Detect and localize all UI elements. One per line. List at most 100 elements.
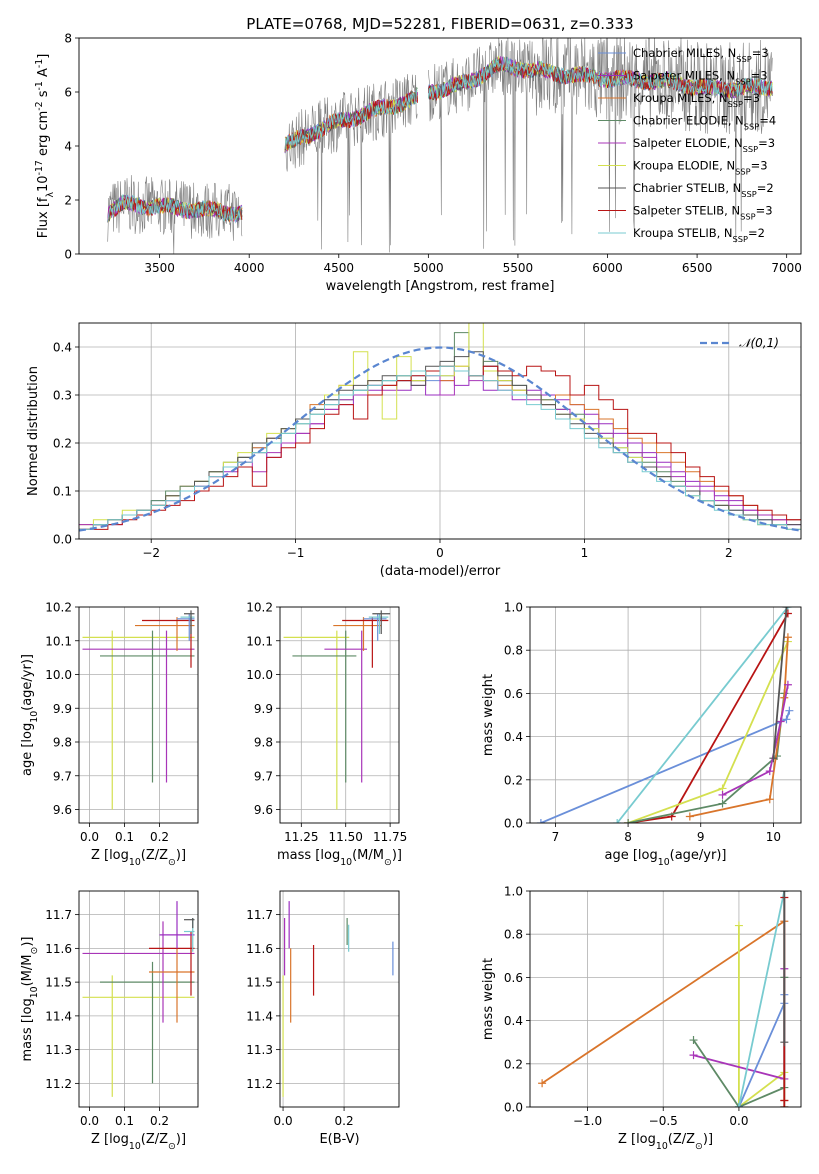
y-tick-label: 0.6 [504, 971, 523, 985]
errorbar [177, 613, 195, 641]
errorbar [368, 613, 389, 634]
y-tick-label: 0.6 [504, 687, 523, 701]
y-tick-label: 9.9 [254, 702, 273, 716]
x-tick-label: 0 [436, 546, 444, 560]
weight-marker [734, 1103, 743, 1107]
legend-label: Salpeter STELIB, NSSP=3 [633, 204, 773, 222]
y-tick-label: 0.0 [504, 817, 523, 831]
x-tick-label: 4000 [234, 261, 265, 275]
axes-frame [529, 606, 802, 824]
legend-label: Chabrier ELODIE, NSSP=4 [633, 114, 776, 132]
chart-age-vs-mass: 11.25 11.50 11.75 9.6 9.7 9.8 9.9 10.0 10.1 10.2 m… [246, 601, 407, 868]
weight-marker [765, 767, 774, 776]
errorbar [372, 610, 391, 634]
axes-frame [78, 37, 802, 255]
y-axis-label: Flux [fλ10-17 erg cm-2 s-1 A-1] [34, 54, 56, 239]
weight-marker [734, 921, 743, 930]
legend-label: Salpeter MILES, NSSP=3 [633, 69, 768, 87]
errorbar [100, 630, 195, 783]
x-tick-label: 6500 [682, 261, 713, 275]
y-tick-label: 0.2 [504, 1057, 523, 1071]
x-tick-label: 0.0 [274, 1114, 293, 1128]
weight-marker [783, 680, 792, 689]
weight-marker [613, 819, 622, 823]
legend-label: Kroupa MILES, NSSP=3 [633, 91, 760, 109]
x-tick-label: 1 [581, 546, 589, 560]
weight-line [738, 891, 786, 1107]
errorbar [82, 630, 195, 810]
x-tick-label: 2 [725, 546, 733, 560]
y-tick-label: 9.6 [53, 803, 72, 817]
weight-marker [782, 607, 791, 611]
errorbar [184, 918, 195, 929]
x-tick-label: 0.0 [80, 1114, 99, 1128]
y-tick-label: 0.8 [504, 928, 523, 942]
weight-series [685, 633, 792, 821]
legend-label: 𝒩(0,1) [739, 336, 779, 350]
y-tick-label: 9.8 [53, 736, 72, 750]
x-tick-label: 4500 [324, 261, 355, 275]
axes-frame [529, 890, 802, 1108]
y-tick-label: 0.0 [53, 533, 72, 547]
errorbar [180, 613, 195, 634]
weight-line [738, 925, 786, 1107]
plot-area [82, 901, 195, 1097]
x-tick-label: −2 [142, 546, 160, 560]
weight-marker [689, 1036, 698, 1045]
x-axis-label: wavelength [Angstrom, rest frame] [326, 279, 555, 294]
errorbar [363, 613, 387, 641]
y-tick-label: 11.6 [45, 942, 72, 956]
x-tick-label: 0.0 [729, 1114, 748, 1128]
y-tick-label: 11.2 [45, 1077, 72, 1091]
weight-marker [785, 706, 794, 715]
weight-series [769, 607, 791, 763]
errorbar [149, 948, 195, 1023]
weight-series [613, 607, 792, 823]
errorbar [135, 617, 195, 651]
y-tick-label: 10.1 [45, 634, 72, 648]
weight-marker [780, 1103, 789, 1107]
y-tick-label: 0.3 [53, 389, 72, 403]
errorbar [82, 630, 195, 783]
y-tick-label: 10.2 [45, 601, 72, 615]
legend-label: Kroupa ELODIE, NSSP=3 [633, 159, 768, 177]
y-tick-label: 11.7 [246, 908, 273, 922]
y-tick-label: 1.0 [504, 885, 523, 899]
x-axis-label: Z [log10(Z/Z⊙)] [91, 1132, 186, 1152]
errorbar [100, 961, 195, 1084]
weight-line [627, 613, 789, 823]
weight-line [616, 607, 789, 823]
x-axis-label: mass [log10(M/M⊙)] [277, 848, 402, 868]
chart-spectrum: 3500 4000 4500 5000 5500 6000 6500 7000 0 2 4 6 8 wav… [34, 32, 802, 295]
y-tick-label: 8 [64, 32, 72, 46]
y-tick-label: 9.7 [53, 769, 72, 783]
axes-frame [279, 890, 400, 1108]
weight-line [540, 710, 791, 823]
y-tick-label: 11.7 [45, 908, 72, 922]
axes-frame [78, 606, 199, 824]
y-tick-label: 11.6 [246, 942, 273, 956]
errorbar [333, 617, 382, 651]
axes-frame [78, 322, 802, 540]
y-tick-label: 10.2 [246, 601, 273, 615]
axes-frame [78, 890, 199, 1108]
y-tick-label: 0.2 [53, 437, 72, 451]
weight-marker [765, 795, 774, 804]
errorbar [184, 610, 195, 634]
x-tick-label: 10 [766, 830, 781, 844]
weight-marker [780, 891, 789, 895]
x-tick-label: 0.2 [150, 830, 169, 844]
x-tick-label: −1 [287, 546, 305, 560]
y-tick-label: 0.0 [504, 1101, 523, 1115]
legend-label: Kroupa STELIB, NSSP=2 [633, 226, 765, 244]
weight-series [624, 637, 792, 823]
x-tick-label: −1.0 [573, 1114, 602, 1128]
weight-marker [769, 754, 778, 763]
x-tick-label: 3500 [144, 261, 175, 275]
errorbar [82, 975, 195, 1097]
x-tick-label: 0.0 [80, 830, 99, 844]
x-tick-label: 7 [552, 830, 560, 844]
chart-mass-weight-vs-Z: −1.0 −0.5 0.0 0.0 0.2 0.4 0.6 0.8 1.0 Z [log10(Z/… [481, 885, 802, 1152]
y-tick-label: 11.5 [45, 976, 72, 990]
